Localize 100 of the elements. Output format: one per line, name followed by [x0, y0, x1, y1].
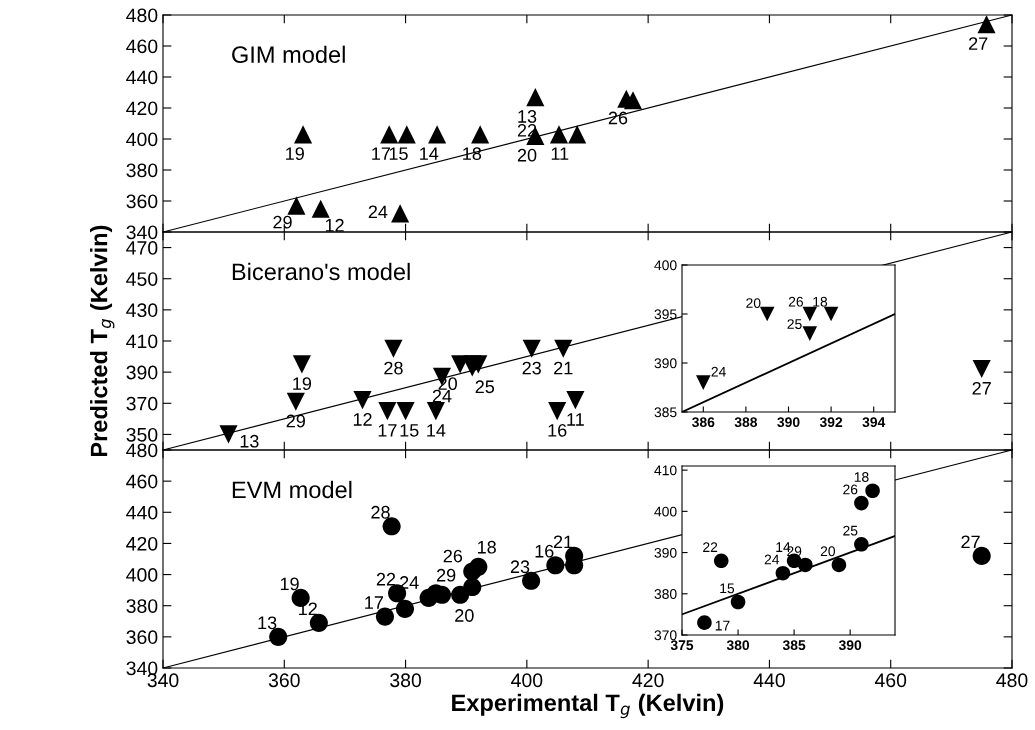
point — [972, 359, 991, 379]
annotation: 18 — [854, 472, 869, 482]
point — [380, 125, 399, 144]
point — [730, 594, 746, 610]
point — [375, 607, 395, 626]
annotation: 29 — [273, 215, 292, 229]
annotation: 20 — [746, 298, 761, 309]
x-tick-label: 392 — [819, 417, 843, 428]
annotation: 28 — [384, 361, 403, 375]
y-tick-label: 480 — [126, 443, 158, 458]
annotation: 20 — [820, 546, 836, 557]
y-tick-label: 390 — [126, 365, 158, 380]
point — [526, 88, 545, 107]
point — [696, 375, 711, 390]
point — [426, 402, 445, 421]
point — [471, 125, 490, 144]
annotation: 27 — [969, 37, 988, 50]
annotation: 17 — [378, 424, 397, 437]
y-tick-label: 385 — [654, 407, 677, 418]
y-tick-label: 450 — [126, 272, 158, 286]
annotation: 19 — [286, 147, 304, 161]
annotation: 21 — [554, 361, 573, 375]
point — [566, 391, 585, 410]
point — [549, 125, 569, 144]
y-tick-label: 470 — [126, 241, 158, 255]
y-axis-title: Predicted T$_{g}$ (Kelvin) — [90, 225, 115, 457]
point — [397, 125, 416, 144]
point — [463, 577, 482, 597]
point — [854, 495, 869, 511]
point — [823, 306, 839, 322]
annotation: 22 — [703, 542, 718, 552]
text: EVM model — [232, 480, 352, 499]
point — [309, 613, 328, 632]
x-tick-label: 394 — [862, 417, 886, 428]
x-tick-label: 388 — [734, 417, 758, 428]
annotation: 29 — [436, 568, 456, 582]
point — [802, 306, 818, 322]
annotation: 25 — [787, 319, 802, 329]
annotation: 23 — [510, 560, 530, 574]
y-tick-label: 440 — [126, 70, 158, 85]
annotation: 15 — [400, 424, 419, 437]
point — [697, 615, 712, 630]
annotation: 17 — [715, 620, 730, 631]
annotation: 22 — [376, 572, 396, 586]
y-tick-label: 400 — [654, 506, 677, 517]
point — [522, 339, 541, 358]
y-tick-label: 480 — [126, 8, 158, 23]
x-tick-label: 360 — [268, 673, 300, 688]
point — [384, 339, 403, 358]
x-tick-label: 380 — [390, 673, 422, 688]
x-tick-label: 386 — [692, 417, 715, 428]
point — [311, 199, 330, 218]
annotation: 27 — [972, 381, 991, 395]
annotation: 25 — [475, 380, 495, 394]
annotation: 12 — [353, 413, 372, 426]
point — [759, 306, 775, 322]
y-tick-label: 440 — [126, 505, 158, 520]
annotation: 28 — [371, 505, 390, 519]
point — [292, 355, 311, 374]
y-tick-label: 400 — [654, 260, 677, 271]
y-tick-label: 460 — [126, 474, 158, 489]
annotation: 11 — [567, 413, 584, 426]
x-axis-title: Experimental T$_{g}$ (Kelvin) — [452, 693, 724, 719]
x-tick-label: 400 — [511, 673, 543, 688]
y-tick-label: 390 — [654, 547, 677, 558]
annotation: 18 — [813, 296, 828, 307]
x-tick-label: 460 — [874, 673, 907, 688]
annotation: 13 — [258, 616, 277, 630]
point — [219, 425, 238, 444]
y-tick-label: 400 — [126, 132, 158, 147]
x-tick-label: 385 — [782, 640, 806, 651]
annotation: 13 — [240, 434, 259, 448]
annotation: 16 — [535, 544, 554, 558]
point — [775, 565, 791, 581]
point — [623, 91, 643, 110]
point — [395, 599, 415, 618]
y-tick-label: 380 — [126, 599, 158, 613]
point — [294, 125, 313, 144]
y-tick-label: 400 — [126, 568, 158, 582]
y-tick-label: 420 — [126, 101, 158, 116]
point — [546, 556, 565, 575]
annotation: 21 — [553, 535, 573, 549]
point — [428, 125, 447, 144]
point — [378, 402, 397, 421]
y-tick-label: 380 — [654, 589, 677, 599]
annotation: 19 — [293, 377, 312, 391]
point — [548, 402, 567, 421]
y-tick-label: 460 — [126, 39, 158, 54]
annotation: 29 — [286, 414, 305, 428]
annotation: 20 — [455, 609, 474, 622]
annotation: 24 — [711, 366, 726, 377]
point — [391, 204, 410, 223]
point — [831, 557, 847, 573]
annotation: 26 — [843, 484, 858, 495]
annotation: 23 — [522, 361, 541, 375]
annotation: 15 — [389, 147, 408, 161]
point — [865, 483, 880, 499]
annotation: 26 — [788, 296, 804, 307]
y-tick-label: 340 — [126, 225, 158, 240]
point — [713, 553, 729, 569]
